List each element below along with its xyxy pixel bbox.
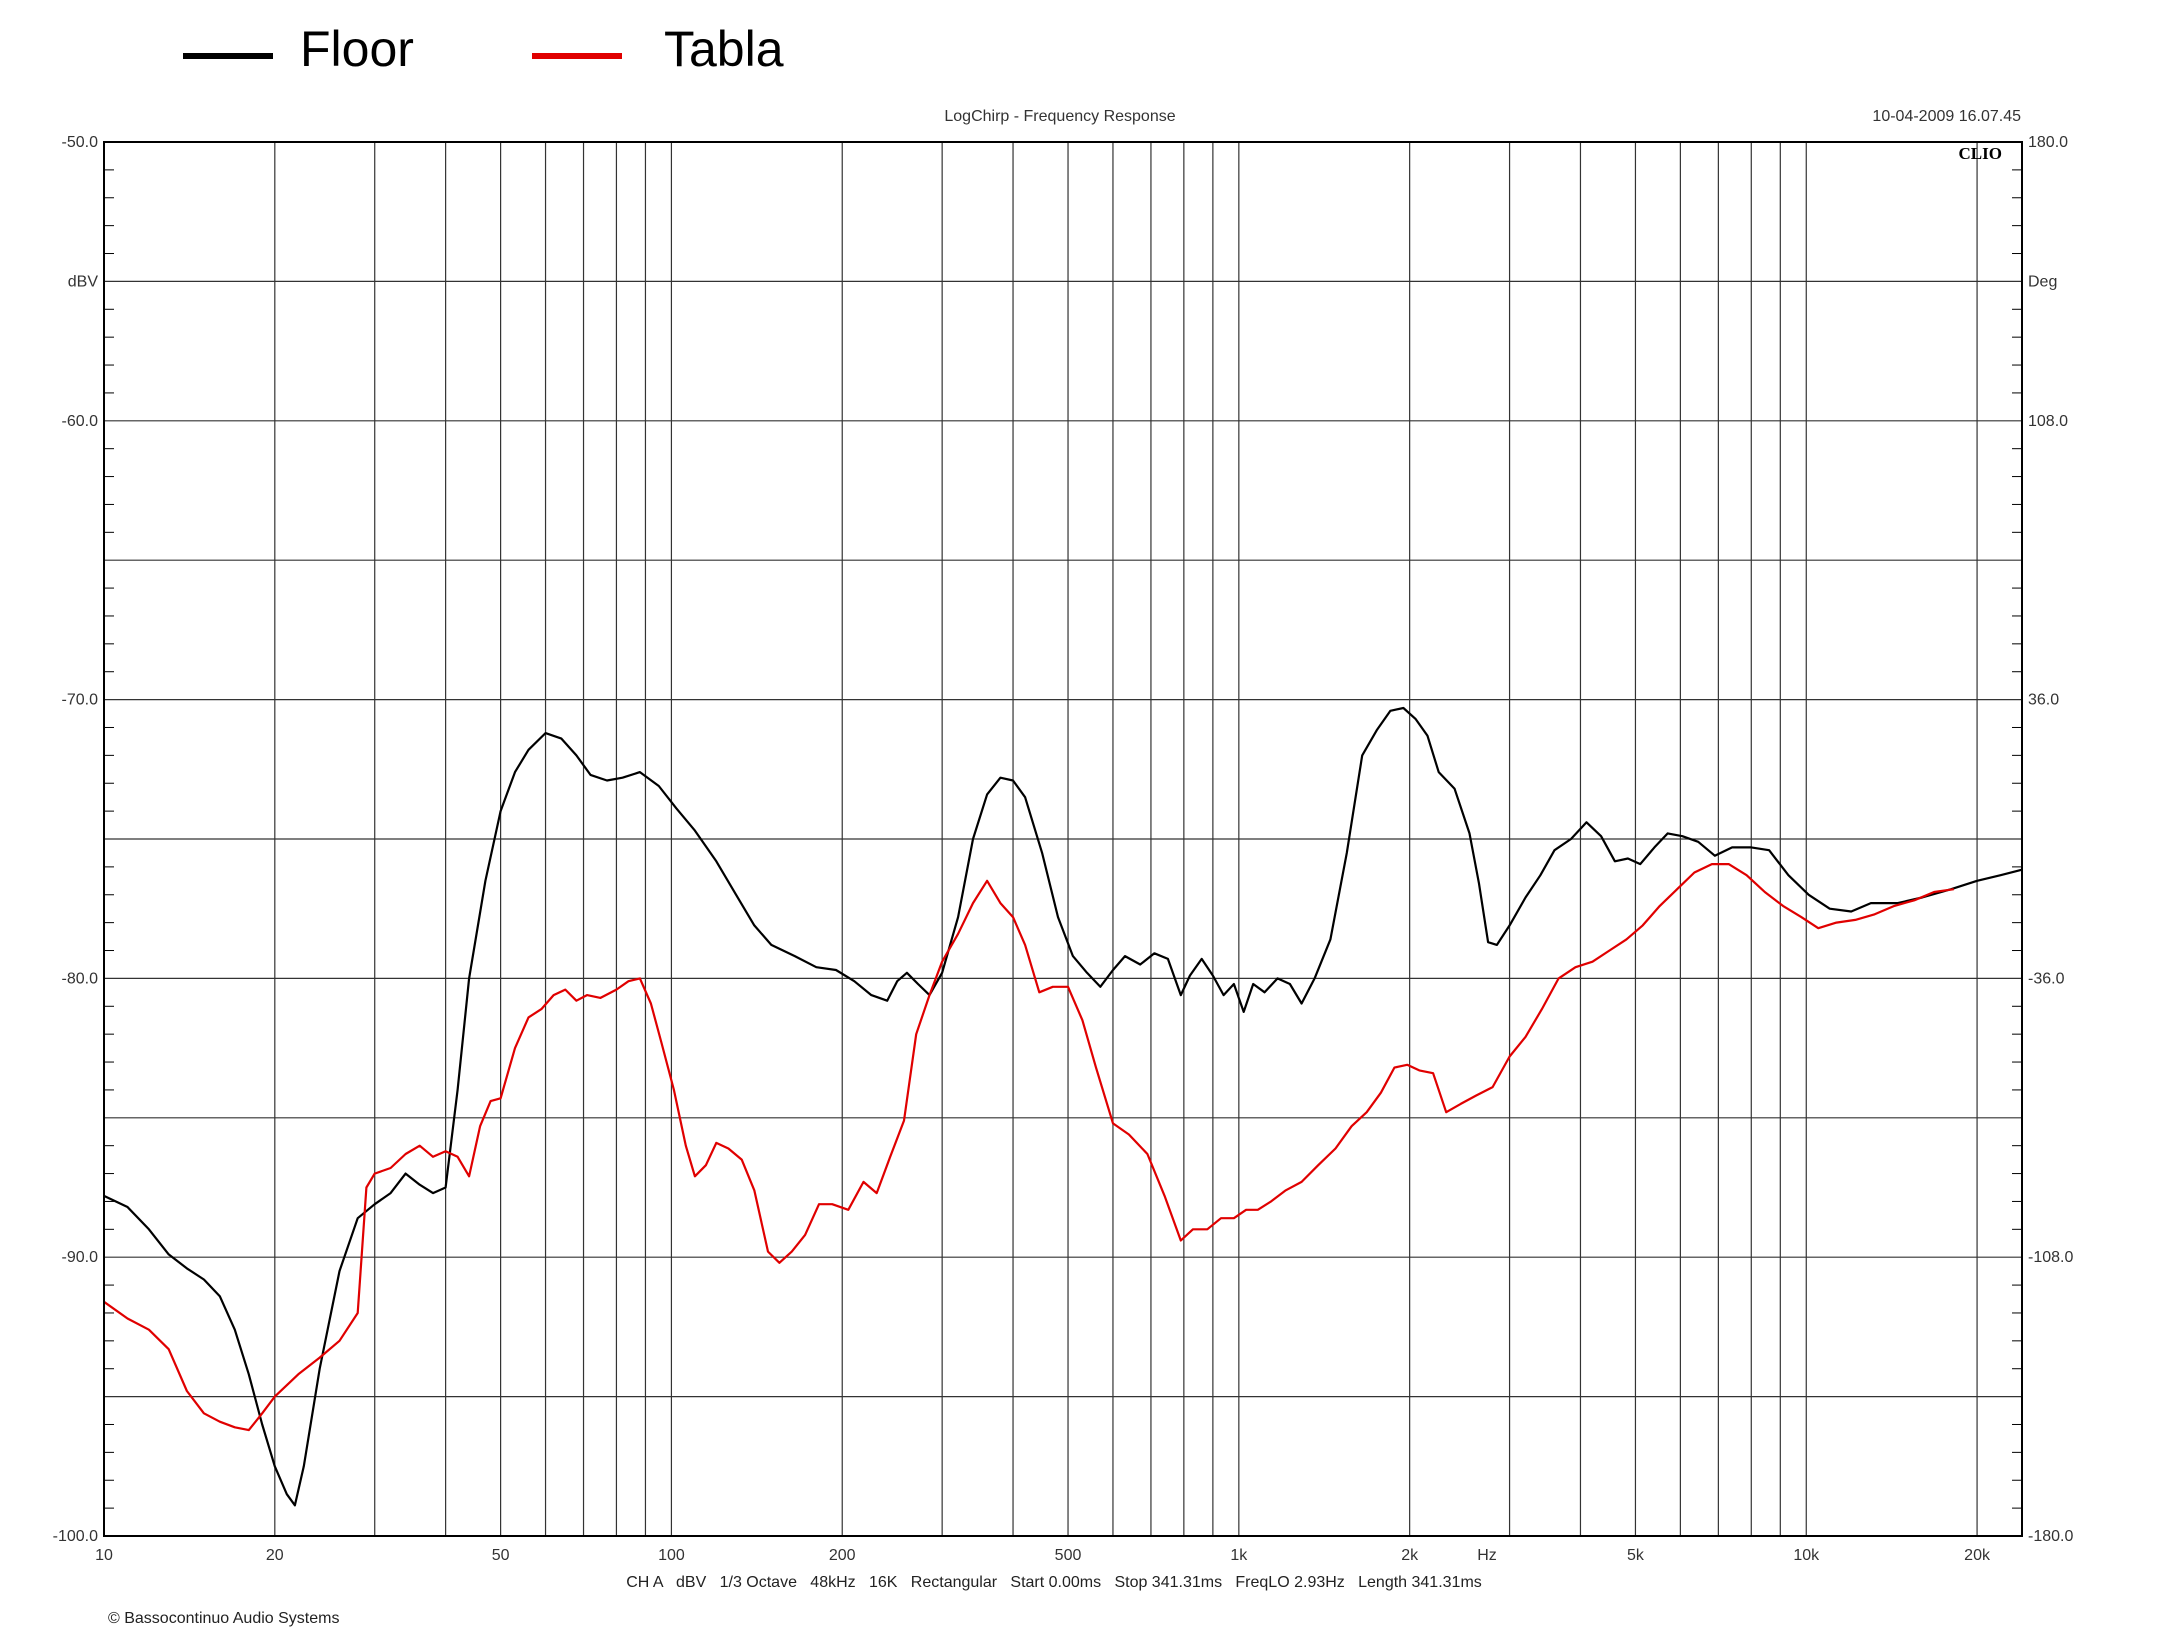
y-tick-label: -70.0 bbox=[62, 692, 99, 709]
y-tick-label: -50.0 bbox=[62, 134, 99, 151]
x-tick-label: 1k bbox=[1230, 1547, 1248, 1564]
legend-label-tabla: Tabla bbox=[664, 21, 784, 77]
legend-label-floor: Floor bbox=[300, 21, 414, 77]
y2-tick-label: 180.0 bbox=[2028, 134, 2068, 151]
curves bbox=[103, 706, 2023, 1507]
x-tick-label: 20 bbox=[266, 1547, 284, 1564]
series-line-floor bbox=[103, 706, 2023, 1507]
x-tick-label: 5k bbox=[1627, 1547, 1645, 1564]
x-axis-unit-label: Hz bbox=[1477, 1547, 1497, 1564]
x-tick-label: 10 bbox=[95, 1547, 113, 1564]
legend: Floor Tabla bbox=[183, 21, 784, 77]
series-line-tabla bbox=[103, 863, 1954, 1432]
plot-frame bbox=[103, 141, 2023, 1537]
y2-tick-label: Deg bbox=[2028, 273, 2057, 290]
brand-label: CLIO bbox=[1959, 144, 2002, 163]
y-axis-labels: -50.0 dBV -60.0 -70.0 -80.0 -90.0 -100.0 bbox=[53, 134, 99, 1545]
x-tick-label: 500 bbox=[1055, 1547, 1082, 1564]
y2-tick-label: -108.0 bbox=[2028, 1249, 2073, 1266]
y2-tick-label: -180.0 bbox=[2028, 1528, 2073, 1545]
y-tick-label: -100.0 bbox=[53, 1528, 98, 1545]
x-tick-label: 10k bbox=[1793, 1547, 1820, 1564]
measurement-settings: CH A dBV 1/3 Octave 48kHz 16K Rectangula… bbox=[626, 1574, 1482, 1591]
copyright-note: © Bassocontinuo Audio Systems bbox=[108, 1610, 339, 1627]
x-tick-label: 20k bbox=[1964, 1547, 1991, 1564]
x-tick-label: 100 bbox=[658, 1547, 685, 1564]
y2-tick-label: 108.0 bbox=[2028, 413, 2068, 430]
minor-ticks bbox=[104, 169, 2022, 1509]
x-tick-label: 200 bbox=[829, 1547, 856, 1564]
y2-tick-label: 36.0 bbox=[2028, 692, 2059, 709]
x-axis-labels: 10 20 50 100 200 500 1k 2k 5k 10k 20k bbox=[95, 1547, 1991, 1564]
x-tick-label: 50 bbox=[492, 1547, 510, 1564]
grid-lines bbox=[104, 142, 2022, 1536]
y2-tick-label: -36.0 bbox=[2028, 970, 2065, 987]
y-tick-label: -90.0 bbox=[62, 1249, 99, 1266]
y-tick-label: -80.0 bbox=[62, 970, 99, 987]
y-tick-label: dBV bbox=[68, 273, 99, 290]
chart-title: LogChirp - Frequency Response bbox=[944, 108, 1175, 125]
y-tick-label: -60.0 bbox=[62, 413, 99, 430]
chart-timestamp: 10-04-2009 16.07.45 bbox=[1872, 108, 2021, 125]
y2-axis-labels: 180.0 Deg 108.0 36.0 -36.0 -108.0 -180.0 bbox=[2028, 134, 2073, 1545]
x-tick-label: 2k bbox=[1401, 1547, 1419, 1564]
